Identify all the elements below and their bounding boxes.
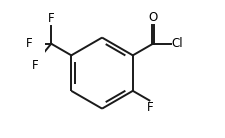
Text: Cl: Cl (171, 37, 182, 50)
Text: O: O (148, 11, 157, 24)
Text: F: F (26, 37, 33, 50)
Text: F: F (146, 101, 153, 114)
Text: F: F (48, 12, 54, 25)
Text: F: F (32, 59, 38, 72)
